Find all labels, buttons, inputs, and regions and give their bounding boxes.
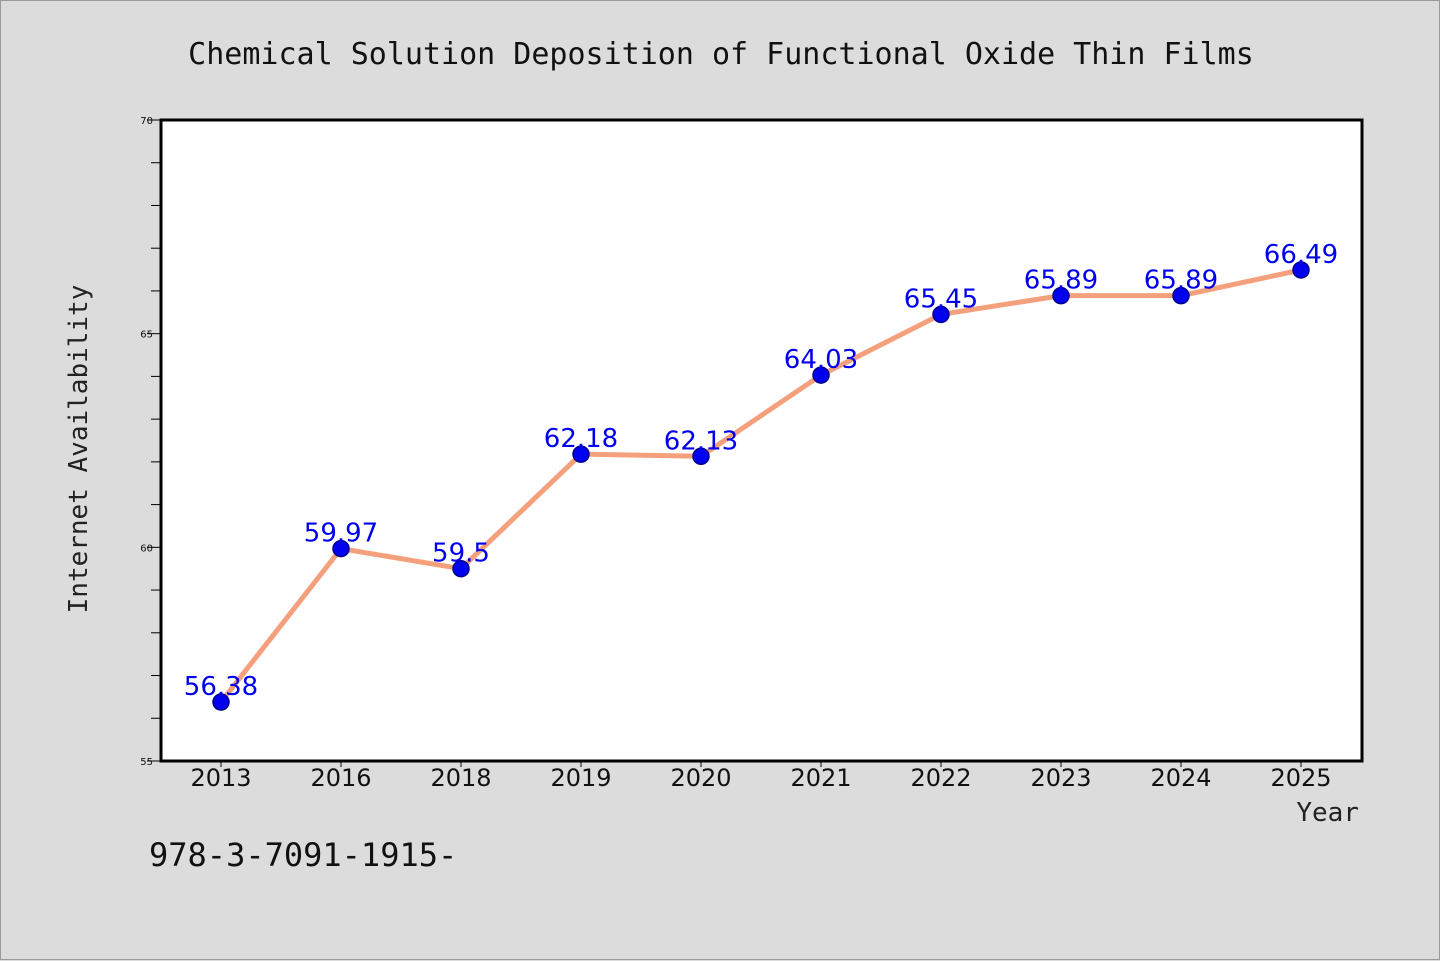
data-point <box>812 366 830 384</box>
series-line-group <box>212 261 1310 711</box>
data-label: 64.03 <box>784 345 858 375</box>
series-line <box>218 267 1304 705</box>
x-tick-label: 2025 <box>1270 764 1331 792</box>
x-tick-label: 2013 <box>190 764 251 792</box>
data-label: 62.18 <box>544 424 618 454</box>
data-point <box>452 559 470 578</box>
x-tick-label: 2024 <box>1150 764 1211 792</box>
x-axis-label: Year <box>1296 798 1359 828</box>
data-label: 65.89 <box>1024 266 1098 296</box>
data-point <box>572 445 590 463</box>
data-label: 65.89 <box>1144 266 1218 296</box>
y-tick-label: 65 <box>140 330 153 341</box>
data-point <box>932 305 950 324</box>
x-axis: 2013 2016 2018 2019 2020 2021 2022 2023 2024 2025 <box>190 761 1332 792</box>
data-labels: 56.38 59.97 59.5 62.18 62.13 64.03 65.45 65.89 6… <box>184 240 1338 702</box>
data-label: 56.38 <box>184 672 258 702</box>
data-point <box>1052 286 1070 305</box>
y-axis-label: Internet Availability <box>64 285 94 614</box>
data-point <box>692 447 710 466</box>
data-point <box>1292 261 1310 279</box>
data-label: 65.45 <box>904 284 978 314</box>
data-point <box>332 539 350 558</box>
x-tick-label: 2016 <box>310 764 371 792</box>
x-tick-label: 2019 <box>550 764 611 792</box>
x-tick-label: 2018 <box>430 764 491 792</box>
data-label: 59.97 <box>304 519 378 549</box>
chart-title: Chemical Solution Deposition of Function… <box>188 37 1254 72</box>
x-tick-label: 2021 <box>790 764 851 792</box>
x-tick-label: 2022 <box>910 764 971 792</box>
x-tick-label: 2023 <box>1030 764 1091 792</box>
y-tick-label: 70 <box>140 116 153 127</box>
data-label: 59.5 <box>432 539 490 569</box>
data-label: 62.13 <box>664 426 738 456</box>
y-tick-label: 55 <box>140 757 153 768</box>
y-tick-label: 60 <box>140 543 153 554</box>
y-axis: 55 60 65 70 <box>140 116 161 768</box>
plot-area <box>159 118 1364 763</box>
data-label: 66.49 <box>1264 240 1338 270</box>
isbn-text: 978-3-7091-1915- <box>149 836 457 874</box>
data-point <box>1172 286 1190 305</box>
data-point <box>212 693 230 711</box>
x-tick-label: 2020 <box>670 764 731 792</box>
